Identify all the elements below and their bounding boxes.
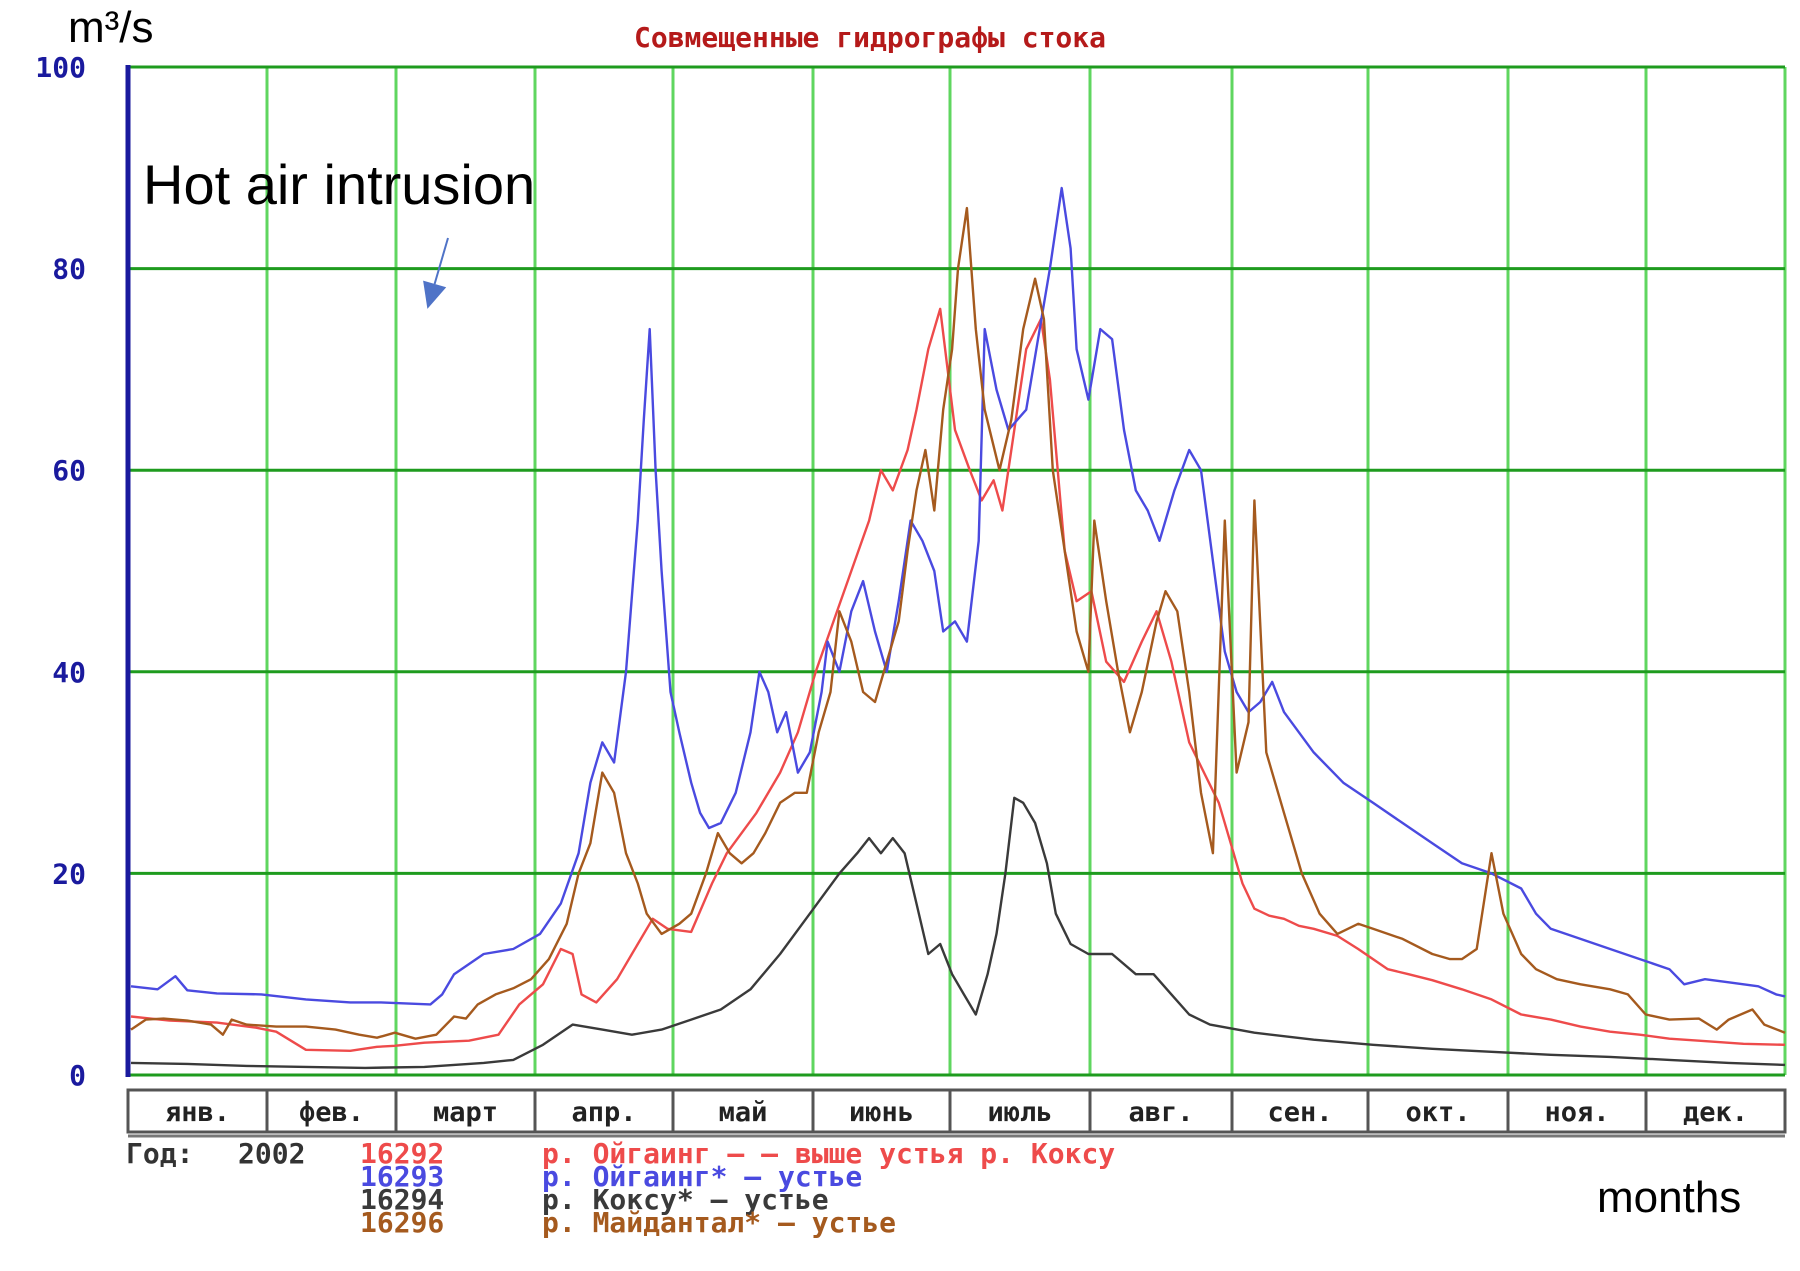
y-tick-label: 100	[35, 51, 86, 84]
legend-year-value: 2002	[238, 1137, 305, 1170]
y-tick-labels: 0 20 40 60 80 100	[35, 51, 86, 1092]
grid	[125, 65, 1787, 1077]
series-line-16296	[130, 206, 1786, 1040]
y-axis-unit: m³/s	[68, 3, 154, 52]
month-label: апр.	[571, 1097, 636, 1128]
legend-id-16296: 16296	[360, 1206, 444, 1239]
y-tick-label: 40	[52, 656, 86, 689]
series-line-16294	[130, 796, 1786, 1070]
x-axis-unit: months	[1597, 1173, 1741, 1222]
y-tick-label: 60	[52, 454, 86, 487]
legend-text-16292: р. Ойгаинг – – выше устья р. Коксу	[542, 1137, 1115, 1170]
legend-id-16294: 16294	[360, 1183, 444, 1216]
plot-area	[128, 67, 1785, 1075]
series-lines	[130, 186, 1786, 1070]
chart-title: Совмещенные гидрографы стока	[634, 21, 1106, 54]
legend-text-16294: р. Коксу* – устье	[542, 1183, 829, 1216]
month-label: ноя.	[1544, 1097, 1609, 1128]
y-tick-label: 0	[69, 1059, 86, 1092]
y-tick-label: 80	[52, 253, 86, 286]
legend-text-16296: р. Майдантал* – устье	[542, 1206, 896, 1239]
legend-year-label: Год:	[126, 1137, 193, 1170]
month-label: дек.	[1683, 1097, 1748, 1128]
legend-rows: 16292 р. Ойгаинг – – выше устья р. Коксу 1…	[360, 1137, 1115, 1239]
series-line-16292	[130, 307, 1786, 1052]
month-bar-frame	[126, 1088, 1787, 1134]
month-axis-bar: янв. фев. март апр. май июнь июль авг. сен. окт. н…	[126, 1088, 1787, 1138]
legend-text-16293: р. Ойгаинг* – устье	[542, 1160, 862, 1193]
month-label: окт.	[1405, 1097, 1470, 1128]
annotation-arrow-head	[423, 280, 447, 309]
month-label: авг.	[1128, 1097, 1193, 1128]
month-label: май	[719, 1097, 768, 1128]
legend-id-16292: 16292	[360, 1137, 444, 1170]
series-line-16293	[130, 186, 1786, 1006]
month-label: июль	[987, 1097, 1052, 1128]
legend: Год: 2002 16292 р. Ойгаинг – – выше устья…	[126, 1137, 1115, 1239]
month-label: сен.	[1267, 1097, 1332, 1128]
month-label: янв.	[165, 1097, 230, 1128]
annotation-text: Hot air intrusion	[143, 153, 535, 216]
month-label: июнь	[849, 1097, 914, 1128]
month-label: март	[433, 1097, 498, 1128]
month-label: фев.	[299, 1097, 364, 1128]
annotation-arrow-line	[433, 237, 449, 285]
y-tick-label: 20	[52, 857, 86, 890]
annotation: Hot air intrusion	[143, 153, 535, 309]
legend-id-16293: 16293	[360, 1160, 444, 1193]
